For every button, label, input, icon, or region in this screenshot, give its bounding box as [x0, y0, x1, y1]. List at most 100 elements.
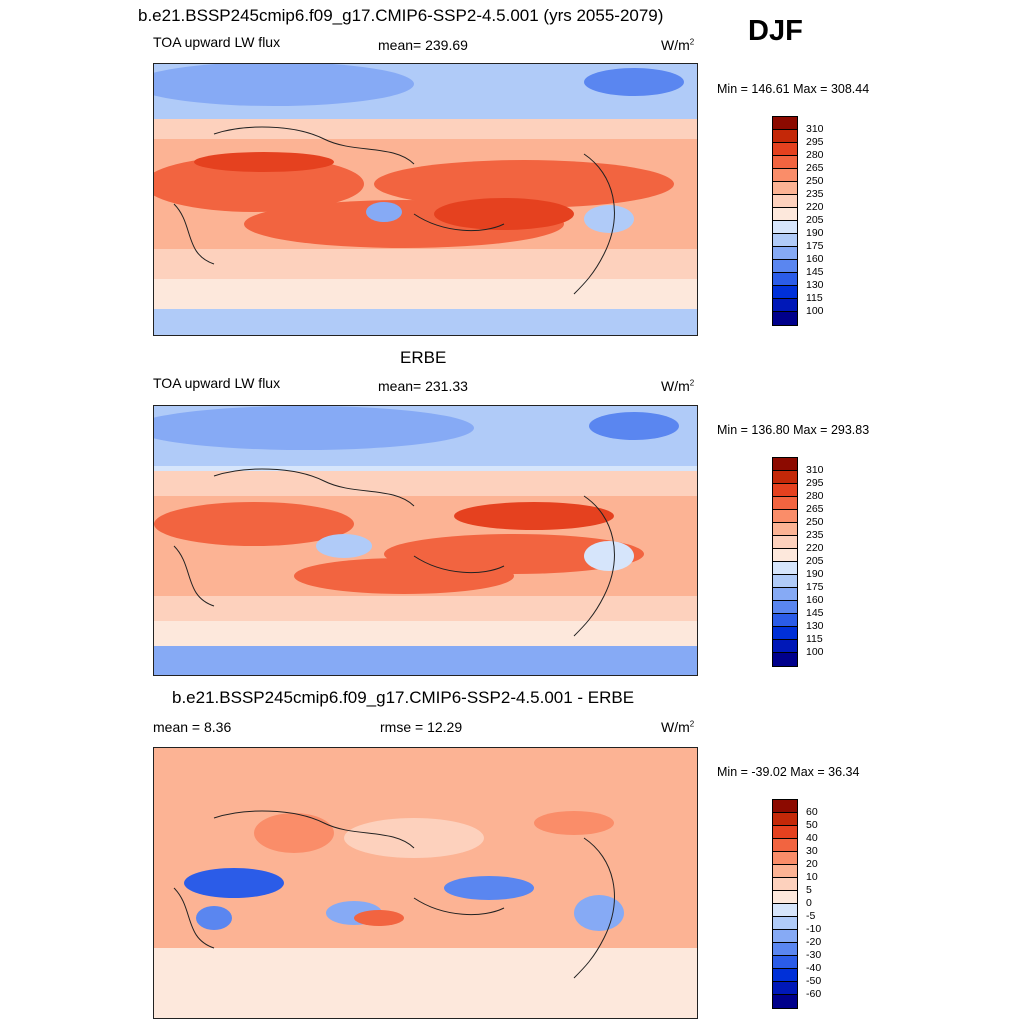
colorbar-tick-label: -30	[806, 949, 822, 961]
colorbar-swatch	[773, 601, 797, 614]
colorbar-tick-label: 235	[806, 529, 824, 541]
colorbar-swatch	[773, 575, 797, 588]
colorbar-swatch	[773, 312, 797, 325]
colorbar-swatch	[773, 510, 797, 523]
colorbar-swatch	[773, 562, 797, 575]
colorbar-swatch	[773, 273, 797, 286]
colorbar-swatch	[773, 956, 797, 969]
panel2-mean-label: mean= 231.33	[378, 378, 468, 394]
colorbar-tick-label: 50	[806, 819, 818, 831]
colorbar-swatch	[773, 260, 797, 273]
colorbar-tick-label: 40	[806, 832, 818, 844]
colorbar-2	[772, 457, 798, 667]
colorbar-tick-label: 30	[806, 845, 818, 857]
colorbar-swatch	[773, 865, 797, 878]
colorbar-swatch	[773, 208, 797, 221]
panel3-map	[153, 747, 698, 1019]
colorbar-swatch	[773, 852, 797, 865]
colorbar-tick-label: 175	[806, 581, 824, 593]
season-label: DJF	[748, 15, 803, 47]
colorbar-tick-label: 160	[806, 594, 824, 606]
colorbar-tick-label: 175	[806, 240, 824, 252]
colorbar-swatch	[773, 536, 797, 549]
colorbar-swatch	[773, 471, 797, 484]
colorbar-swatch	[773, 221, 797, 234]
colorbar-swatch	[773, 917, 797, 930]
colorbar-swatch	[773, 549, 797, 562]
colorbar-tick-label: 265	[806, 162, 824, 174]
panel3-title: b.e21.BSSP245cmip6.f09_g17.CMIP6-SSP2-4.…	[172, 688, 635, 707]
colorbar-tick-label: 235	[806, 188, 824, 200]
colorbar-swatch	[773, 130, 797, 143]
panel1-minmax: Min = 146.61 Max = 308.44	[717, 82, 870, 96]
colorbar-tick-label: 130	[806, 620, 824, 632]
colorbar-swatch	[773, 117, 797, 130]
colorbar-swatch	[773, 614, 797, 627]
colorbar-tick-label: 60	[806, 806, 818, 818]
panel2-minmax: Min = 136.80 Max = 293.83	[717, 423, 870, 437]
colorbar-tick-label: 0	[806, 897, 812, 909]
colorbar-tick-label: -50	[806, 975, 822, 987]
panel2-units: W/m2	[661, 378, 695, 394]
panel1-map	[153, 63, 698, 336]
colorbar-swatch	[773, 497, 797, 510]
colorbar-tick-label: -60	[806, 988, 822, 1000]
colorbar-swatch	[773, 234, 797, 247]
colorbar-tick-label: 265	[806, 503, 824, 515]
panel2-map	[153, 405, 698, 676]
panel3-mean-label: mean = 8.36	[153, 719, 232, 735]
colorbar-swatch	[773, 995, 797, 1008]
colorbar-swatch	[773, 523, 797, 536]
colorbar-tick-label: 145	[806, 266, 824, 278]
colorbar-swatch	[773, 182, 797, 195]
colorbar-tick-label: 250	[806, 516, 824, 528]
colorbar-swatch	[773, 653, 797, 666]
colorbar-swatch	[773, 286, 797, 299]
colorbar-tick-label: -20	[806, 936, 822, 948]
colorbar-swatch	[773, 878, 797, 891]
colorbar-tick-label: 295	[806, 136, 824, 148]
colorbar-swatch	[773, 826, 797, 839]
colorbar-tick-label: 250	[806, 175, 824, 187]
colorbar-swatch	[773, 930, 797, 943]
colorbar-swatch	[773, 588, 797, 601]
panel2-title: ERBE	[400, 348, 447, 367]
colorbar-1	[772, 116, 798, 326]
colorbar-tick-label: 100	[806, 305, 824, 317]
colorbar-swatch	[773, 800, 797, 813]
panel3-minmax: Min = -39.02 Max = 36.34	[717, 765, 860, 779]
colorbar-swatch	[773, 627, 797, 640]
colorbar-tick-label: 205	[806, 555, 824, 567]
colorbar-swatch	[773, 156, 797, 169]
colorbar-tick-label: 5	[806, 884, 812, 896]
colorbar-tick-label: 190	[806, 568, 824, 580]
colorbar-tick-label: 310	[806, 123, 824, 135]
colorbar-swatch	[773, 982, 797, 995]
colorbar-swatch	[773, 458, 797, 471]
colorbar-tick-label: 130	[806, 279, 824, 291]
colorbar-3	[772, 799, 798, 1009]
colorbar-tick-label: 115	[806, 292, 823, 304]
panel1-units: W/m2	[661, 37, 695, 53]
colorbar-tick-label: 220	[806, 201, 824, 213]
colorbar-tick-label: 10	[806, 871, 818, 883]
colorbar-swatch	[773, 813, 797, 826]
colorbar-swatch	[773, 299, 797, 312]
colorbar-tick-label: 205	[806, 214, 824, 226]
colorbar-tick-label: 190	[806, 227, 824, 239]
colorbar-tick-label: 100	[806, 646, 824, 658]
colorbar-tick-label: -5	[806, 910, 816, 922]
panel2-variable-label: TOA upward LW flux	[153, 375, 281, 391]
colorbar-tick-label: 310	[806, 464, 824, 476]
panel3-rmse-label: rmse = 12.29	[380, 719, 463, 735]
colorbar-tick-label: 20	[806, 858, 818, 870]
panel3-units: W/m2	[661, 719, 695, 735]
colorbar-swatch	[773, 891, 797, 904]
colorbar-swatch	[773, 640, 797, 653]
panel1-mean-label: mean= 239.69	[378, 37, 468, 53]
colorbar-tick-label: 280	[806, 149, 824, 161]
colorbar-tick-label: -10	[806, 923, 822, 935]
colorbar-swatch	[773, 195, 797, 208]
colorbar-tick-label: 160	[806, 253, 824, 265]
colorbar-tick-label: 220	[806, 542, 824, 554]
